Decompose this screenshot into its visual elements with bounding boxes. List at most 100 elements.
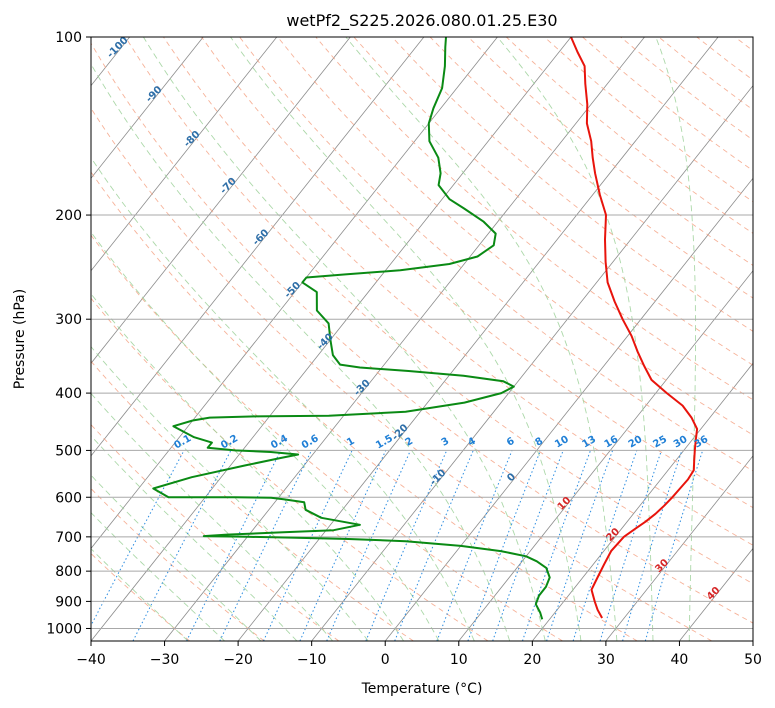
x-tick-label: 50 (744, 652, 762, 668)
y-tick-label: 1000 (46, 621, 82, 637)
x-tick-label: 20 (523, 652, 541, 668)
y-axis-label: Pressure (hPa) (12, 289, 28, 389)
dry-adiabat-line (467, 37, 753, 266)
mixing-ratio-lines (91, 450, 704, 641)
mixing-ratio-label: 20 (627, 434, 645, 451)
mixing-ratio-line (644, 450, 704, 641)
mixing-ratio-line (622, 450, 683, 641)
x-tick-label: −10 (297, 652, 327, 668)
mixing-ratio-label: 8 (534, 436, 546, 449)
y-tick-label: 900 (55, 594, 82, 610)
isotherm-line (605, 455, 753, 641)
mixing-ratio-label: 13 (580, 434, 598, 451)
dry-adiabat-line (91, 487, 265, 641)
moist-adiabat-line (496, 37, 654, 641)
dry-adiabat-line (91, 424, 340, 641)
moist-adiabat-line (91, 231, 440, 641)
moist-adiabat-line (91, 511, 225, 641)
moist-adiabat-lines (91, 37, 696, 641)
dewpoint-line (152, 37, 551, 620)
isotherm-label: -30 (352, 378, 373, 399)
mixing-ratio-line (263, 450, 353, 641)
moist-adiabat-line (655, 37, 696, 641)
moist-adiabat-line (143, 37, 546, 641)
y-tick-label: 100 (55, 30, 82, 46)
isotherm-line (91, 37, 204, 179)
x-tick-label: 40 (671, 652, 689, 668)
mixing-ratio-line (186, 450, 282, 641)
profile-lines (152, 37, 699, 620)
mixing-ratio-line (365, 450, 448, 641)
mixing-ratio-label: 1 (345, 436, 357, 449)
isotherm-label: -100 (105, 35, 131, 61)
y-tick-label: 600 (55, 490, 82, 506)
dry-adiabat-line (696, 37, 753, 81)
mixing-ratio-line (572, 450, 638, 641)
mixing-ratio-line (599, 450, 662, 641)
dry-adiabat-line (315, 37, 753, 401)
dry-adiabat-line (544, 37, 753, 203)
mixing-ratio-line (326, 450, 411, 641)
moist-adiabat-line (345, 37, 618, 641)
isotherm-label: -50 (283, 280, 304, 301)
dry-adiabat-lines (91, 37, 753, 641)
moist-adiabat-line (91, 63, 511, 641)
isotherm-line (311, 85, 753, 641)
x-tick-label: −40 (76, 652, 106, 668)
mixing-ratio-label: 30 (672, 434, 690, 451)
isotherm-line (0, 37, 56, 641)
dry-adiabat-line (91, 297, 489, 641)
x-axis-ticks: −40 −30 −20 −10 0 10 20 30 40 50 (76, 641, 762, 668)
x-axis-label: Temperature (°C) (361, 681, 483, 697)
mixing-ratio-label: 0.4 (269, 433, 290, 451)
dry-adiabat-line (163, 37, 753, 546)
mixing-ratio-line (91, 450, 185, 627)
plot-frame (90, 36, 754, 642)
plot-area: 0.1 0.2 0.4 0.6 1 1.5 2 3 4 6 8 10 13 16 20 25 30 36-100-… (0, 35, 753, 641)
isotherm-line (752, 640, 753, 641)
dry-adiabat-line (91, 234, 563, 641)
mixing-ratio-line (492, 450, 564, 641)
mixing-ratio-line (299, 450, 387, 641)
mixing-ratio-line (467, 450, 541, 641)
mixing-ratio-label: 16 (603, 434, 621, 451)
isotherm-line (458, 270, 753, 641)
y-tick-label: 200 (55, 208, 82, 224)
mixing-ratio-line (546, 450, 614, 641)
mixing-ratio-label: 2 (404, 436, 416, 449)
mixing-ratio-line (522, 450, 591, 641)
dry-adiabat-line (391, 37, 753, 332)
x-tick-label: 10 (450, 652, 468, 668)
x-tick-label: −30 (150, 652, 180, 668)
isotherm-line (532, 362, 753, 641)
moist-adiabat-line (91, 474, 262, 641)
x-tick-label: 30 (597, 652, 615, 668)
isotherm-line (237, 37, 719, 641)
moist-adiabat-line (91, 435, 298, 641)
isotherm-label: 40 (705, 585, 723, 603)
dry-adiabat-line (91, 360, 414, 641)
mixing-ratio-label: 3 (440, 436, 452, 449)
isotherm-line (384, 177, 753, 641)
dry-adiabat-line (734, 37, 753, 52)
moist-adiabat-line (91, 548, 189, 641)
moist-adiabat-line (91, 293, 404, 641)
y-tick-label: 700 (55, 530, 82, 546)
dry-adiabat-line (353, 37, 753, 366)
mixing-ratio-label: 4 (466, 436, 478, 449)
isotherm-line (91, 37, 278, 272)
dry-adiabat-line (658, 37, 753, 111)
moist-adiabat-line (230, 37, 582, 641)
isotherm-line (679, 547, 753, 641)
pressure-gridlines (91, 37, 753, 629)
moist-adiabat-line (91, 157, 475, 641)
isotherm-label: -60 (251, 227, 272, 248)
dry-adiabat-line (91, 42, 753, 624)
dry-adiabat-line (277, 37, 753, 436)
mixing-ratio-label: 10 (553, 434, 571, 451)
moist-adiabat-line (91, 346, 369, 641)
mixing-ratio-label: 0.2 (219, 433, 240, 451)
y-tick-label: 500 (55, 443, 82, 459)
isotherm-label: 0 (505, 471, 518, 484)
